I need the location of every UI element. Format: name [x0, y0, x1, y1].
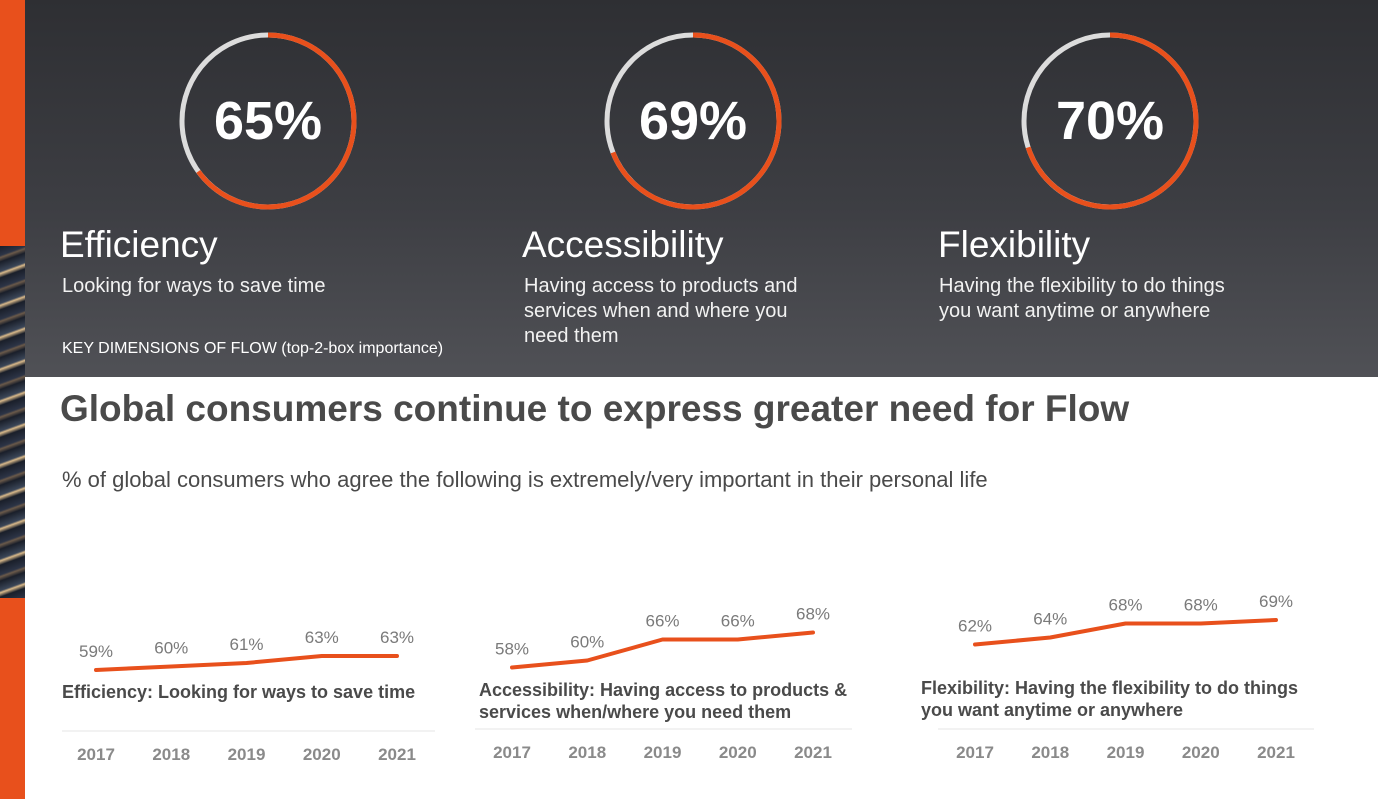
data-label-accessibility: 66%: [645, 612, 679, 631]
x-tick-label-accessibility: 2017: [493, 743, 531, 762]
dimensions-caption: KEY DIMENSIONS OF FLOW (top-2-box import…: [62, 340, 444, 357]
chart-title-flexibility: Flexibility: Having the flexibility to d…: [921, 678, 1299, 720]
series-line-accessibility: [510, 630, 815, 670]
gauge-accessibility: 69%: [602, 30, 784, 212]
data-label-efficiency: 63%: [305, 628, 339, 647]
dimension-title-accessibility: Accessibility: [522, 224, 724, 265]
page-headline: Global consumers continue to express gre…: [60, 388, 1130, 429]
gauge-progress-arc: [1021, 32, 1199, 210]
data-label-flexibility: 62%: [958, 617, 992, 636]
x-tick-label-efficiency: 2021: [378, 745, 416, 764]
chart-title-efficiency: Efficiency: Looking for ways to save tim…: [62, 682, 416, 702]
data-label-flexibility: 64%: [1033, 610, 1067, 629]
chart-title-accessibility: Accessibility: Having access to products…: [479, 680, 848, 722]
dimension-desc-flexibility: Having the flexibility to do things you …: [939, 275, 1225, 322]
gauge-value: 65%: [213, 91, 323, 151]
gauge-flexibility-ring: [1021, 32, 1199, 210]
gauge-value: 69%: [638, 91, 748, 151]
data-label-accessibility: 60%: [570, 633, 604, 652]
x-tick-label-efficiency: 2017: [77, 745, 115, 764]
data-label-flexibility: 68%: [1184, 596, 1218, 615]
page-subheadline: % of global consumers who agree the foll…: [62, 467, 988, 492]
x-tick-label-flexibility: 2021: [1257, 743, 1295, 762]
gauge-efficiency-ring: [179, 32, 357, 210]
photo-strip: [0, 246, 25, 598]
gauge-progress-arc: [604, 32, 782, 210]
data-label-accessibility: 68%: [796, 605, 830, 624]
data-label-efficiency: 61%: [229, 635, 263, 654]
x-tick-label-flexibility: 2019: [1107, 743, 1145, 762]
x-tick-label-flexibility: 2018: [1031, 743, 1069, 762]
data-label-efficiency: 60%: [154, 639, 188, 658]
gauge-value: 70%: [1055, 91, 1165, 151]
gauge-efficiency: 65%: [177, 30, 359, 212]
gauge-progress-arc: [179, 32, 357, 210]
accent-bar-bottom: [0, 598, 25, 799]
gauge-accessibility-ring: [604, 32, 782, 210]
x-tick-label-accessibility: 2019: [644, 743, 682, 762]
gauge-flexibility: 70%: [1019, 30, 1201, 212]
data-label-accessibility: 66%: [721, 612, 755, 631]
series-line-flexibility: [973, 618, 1278, 647]
x-tick-label-efficiency: 2020: [303, 745, 341, 764]
dimension-title-efficiency: Efficiency: [60, 224, 218, 265]
data-label-flexibility: 69%: [1259, 592, 1293, 611]
x-tick-label-accessibility: 2020: [719, 743, 757, 762]
data-label-efficiency: 59%: [79, 642, 113, 661]
x-tick-label-accessibility: 2018: [568, 743, 606, 762]
x-tick-label-efficiency: 2019: [228, 745, 266, 764]
x-tick-label-efficiency: 2018: [152, 745, 190, 764]
x-tick-label-accessibility: 2021: [794, 743, 832, 762]
dimension-title-flexibility: Flexibility: [938, 224, 1091, 265]
flow-dimensions-panel: [25, 0, 1378, 377]
data-label-flexibility: 68%: [1108, 596, 1142, 615]
dimension-desc-efficiency: Looking for ways to save time: [62, 275, 326, 297]
data-label-efficiency: 63%: [380, 628, 414, 647]
series-line-efficiency: [94, 654, 399, 672]
dimension-desc-accessibility: Having access to products and services w…: [524, 275, 798, 347]
x-tick-label-flexibility: 2017: [956, 743, 994, 762]
x-tick-label-flexibility: 2020: [1182, 743, 1220, 762]
data-label-accessibility: 58%: [495, 640, 529, 659]
accent-bar-top: [0, 0, 25, 246]
